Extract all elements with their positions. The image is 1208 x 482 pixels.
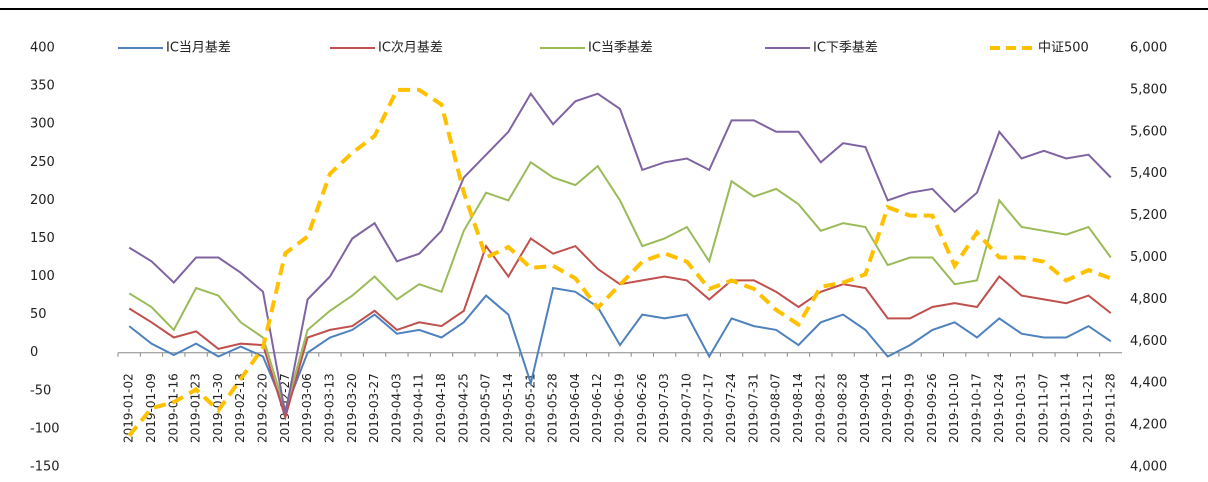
x-tick-label: 2019-04-25 [456, 373, 470, 443]
x-tick-label: 2019-05-07 [479, 373, 493, 443]
y-tick-label: 100 [30, 269, 55, 284]
y2-tick-label: 4,200 [1130, 418, 1167, 433]
x-tick-label: 2019-05-28 [546, 373, 560, 443]
x-tick-label: 2019-11-21 [1081, 373, 1095, 443]
y-tick-label: -100 [30, 421, 60, 436]
x-tick-label: 2019-06-12 [590, 373, 604, 443]
y2-tick-label: 5,800 [1130, 82, 1167, 97]
x-tick-label: 2019-03-06 [300, 373, 314, 443]
x-tick-label: 2019-11-07 [1036, 373, 1050, 443]
x-tick-label: 2019-06-04 [568, 373, 582, 443]
x-tick-label: 2019-08-28 [836, 373, 850, 443]
x-tick-label: 2019-06-26 [635, 373, 649, 443]
x-tick-label: 2019-02-13 [233, 373, 247, 443]
y-tick-label: 250 [30, 155, 55, 170]
y2-tick-label: 5,600 [1130, 124, 1167, 139]
x-tick-label: 2019-01-23 [189, 373, 203, 443]
y-tick-label: 50 [30, 307, 47, 322]
x-tick-label: 2019-10-17 [969, 373, 983, 443]
y-tick-label: 300 [30, 117, 55, 132]
x-tick-label: 2019-08-14 [791, 373, 805, 443]
x-tick-label: 2019-10-10 [947, 373, 961, 443]
x-tick-label: 2019-01-16 [166, 373, 180, 443]
series-line [127, 87, 1112, 437]
x-tick-label: 2019-10-31 [1014, 373, 1028, 443]
x-tick-label: 2019-01-02 [122, 373, 136, 443]
x-tick-label: 2019-11-14 [1059, 373, 1073, 443]
y2-tick-label: 6,000 [1130, 41, 1167, 56]
y2-tick-label: 4,400 [1130, 376, 1167, 391]
x-tick-label: 2019-01-09 [144, 373, 158, 443]
y-tick-label: -50 [30, 383, 51, 398]
series-line [128, 160, 1112, 414]
x-tick-label: 2019-04-11 [412, 373, 426, 443]
y-tick-label: 0 [30, 345, 38, 360]
x-tick-label: 2019-05-14 [501, 373, 515, 443]
y2-tick-label: 5,000 [1130, 250, 1167, 265]
legend-label: IC当月基差 [166, 41, 231, 56]
x-tick-label: 2019-09-19 [903, 373, 917, 443]
y2-tick-label: 4,000 [1130, 460, 1167, 475]
x-tick-label: 2019-08-21 [813, 373, 827, 443]
x-tick-label: 2019-04-18 [434, 373, 448, 443]
x-tick-label: 2019-09-04 [858, 373, 872, 443]
x-tick-label: 2019-10-24 [992, 373, 1006, 443]
x-tick-label: 2019-07-17 [702, 373, 716, 443]
y2-tick-label: 4,800 [1130, 292, 1167, 307]
x-tick-label: 2019-11-28 [1103, 373, 1117, 443]
x-tick-label: 2019-09-11 [880, 373, 894, 443]
x-tick-label: 2019-04-03 [389, 373, 403, 443]
y-tick-label: 400 [30, 41, 55, 56]
x-tick-label: 2019-08-07 [769, 373, 783, 443]
x-tick-label: 2019-06-19 [613, 373, 627, 443]
x-tick-label: 2019-02-20 [256, 373, 270, 443]
legend-label: IC当季基差 [588, 41, 653, 56]
legend-label: IC次月基差 [378, 40, 443, 56]
x-tick-label: 2019-03-27 [367, 373, 381, 443]
y-tick-label: 350 [30, 79, 55, 94]
y-tick-label: 150 [30, 231, 55, 246]
x-tick-label: 2019-07-03 [657, 373, 671, 443]
legend-label: 中证500 [1038, 41, 1089, 56]
legend-label: IC下季基差 [813, 41, 878, 56]
x-tick-label: 2019-09-26 [925, 373, 939, 443]
y2-tick-label: 5,400 [1130, 166, 1167, 181]
x-tick-label: 2019-07-24 [724, 373, 738, 443]
x-tick-label: 2019-07-31 [746, 373, 760, 443]
x-tick-label: 2019-03-13 [322, 373, 336, 443]
y-tick-label: -150 [30, 460, 60, 475]
series-line [128, 237, 1112, 422]
x-tick-label: 2019-05-21 [523, 373, 537, 443]
x-tick-label: 2019-07-10 [679, 373, 693, 443]
y2-tick-label: 5,200 [1130, 208, 1167, 223]
y2-tick-label: 4,600 [1130, 334, 1167, 349]
series-line [128, 91, 1112, 414]
x-tick-label: 2019-03-20 [345, 373, 359, 443]
y-tick-label: 200 [30, 193, 55, 208]
